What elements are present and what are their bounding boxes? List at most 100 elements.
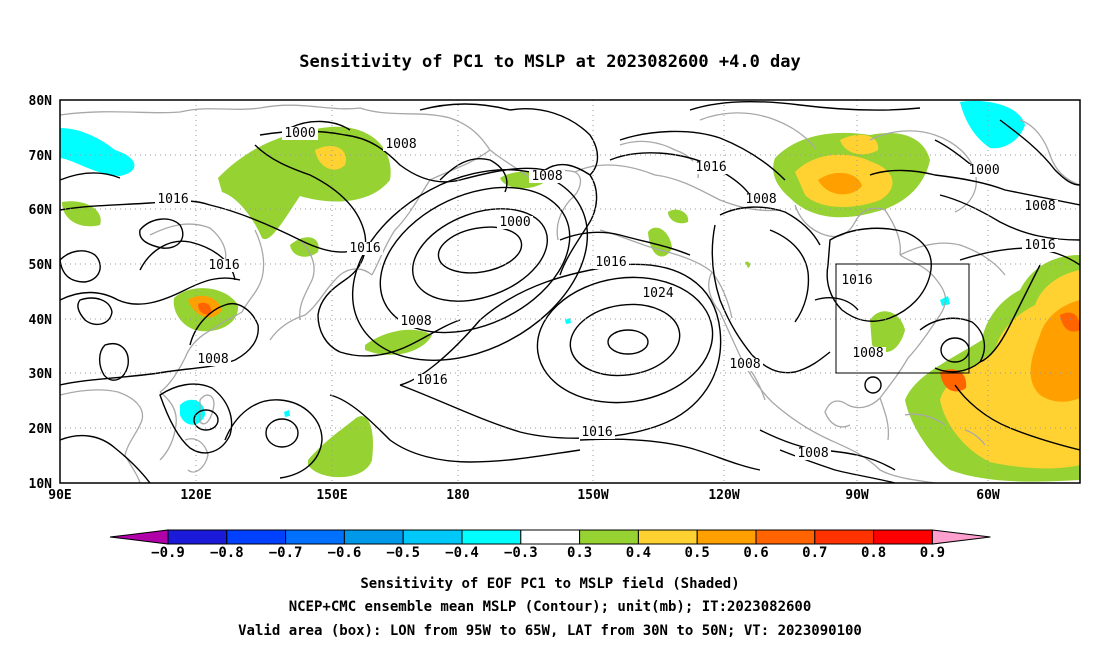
- colorbar-swatch: [755, 529, 816, 545]
- colorbar-label: −0.8: [210, 545, 244, 561]
- contour-label-backdrop: [282, 127, 318, 140]
- contour-label: 1008: [1024, 199, 1055, 214]
- colorbar-label: −0.3: [504, 545, 538, 561]
- contour-label: 1008: [385, 137, 416, 152]
- valid-area-box: [835, 263, 970, 374]
- contour-label-backdrop: [593, 256, 629, 269]
- contour-label: 1016: [1024, 238, 1055, 253]
- colorbar-label: −0.7: [269, 545, 303, 561]
- contour-label-backdrop: [398, 315, 434, 328]
- contour-label-backdrop: [640, 287, 676, 300]
- contour-label-backdrop: [414, 374, 450, 387]
- colorbar-swatch: [520, 529, 581, 545]
- colorbar-swatch: [873, 529, 933, 545]
- lat-label: 80N: [29, 94, 53, 109]
- colorbar-end-triangle: [931, 529, 991, 545]
- contour-label: 1000: [284, 126, 315, 141]
- contour-label-backdrop: [497, 216, 533, 229]
- colorbar-label: −0.9: [151, 545, 185, 561]
- lon-label: 150E: [316, 488, 347, 503]
- lon-label: 120W: [708, 488, 739, 503]
- colorbar-label: −0.5: [386, 545, 420, 561]
- lat-label: 70N: [29, 149, 53, 164]
- colorbar-swatch: [461, 529, 522, 545]
- contour-label-backdrop: [795, 447, 831, 460]
- contour-label-backdrop: [850, 347, 886, 360]
- lat-label: 40N: [29, 313, 53, 328]
- contour-label: 1008: [745, 192, 776, 207]
- contour-label-backdrop: [195, 353, 231, 366]
- lon-label: 60W: [976, 488, 1000, 503]
- contour-label: 1016: [157, 192, 188, 207]
- contour-label: 1016: [416, 373, 447, 388]
- lat-label: 10N: [29, 477, 53, 492]
- contour-label-backdrop: [206, 259, 242, 272]
- lon-label: 180: [446, 488, 470, 503]
- figure-title: Sensitivity of PC1 to MSLP at 2023082600…: [299, 52, 801, 72]
- colorbar-label: 0.8: [861, 545, 886, 561]
- colorbar-label: 0.9: [920, 545, 945, 561]
- contour-label: 1016: [841, 273, 872, 288]
- contour-label: 1008: [797, 446, 828, 461]
- positive-sensitivity-shading: [62, 126, 1080, 482]
- contour-label: 1000: [968, 163, 999, 178]
- contour-label-backdrop: [347, 242, 383, 255]
- contour-label-backdrop: [529, 170, 565, 183]
- contour-label: 1008: [852, 346, 883, 361]
- contour-label-backdrop: [966, 164, 1002, 177]
- lon-label: 120E: [180, 488, 211, 503]
- colorbar-label: 0.4: [626, 545, 651, 561]
- lon-label: 150W: [577, 488, 608, 503]
- contour-label: 1016: [581, 425, 612, 440]
- contour-label-backdrop: [1022, 239, 1058, 252]
- colorbar-end-triangle: [109, 529, 169, 545]
- colorbar-swatch: [226, 529, 287, 545]
- contour-label-backdrop: [839, 274, 875, 287]
- latitude-labels: 80N 70N 60N 50N 40N 30N 20N 10N: [29, 94, 53, 492]
- contour-label: 1000: [499, 215, 530, 230]
- colorbar-label: −0.4: [445, 545, 479, 561]
- caption-line-2: NCEP+CMC ensemble mean MSLP (Contour); u…: [289, 599, 812, 615]
- colorbar-swatch: [579, 529, 639, 545]
- lat-label: 30N: [29, 367, 53, 382]
- colorbar-label: 0.5: [685, 545, 710, 561]
- contour-label: 1016: [595, 255, 626, 270]
- contour-label-backdrop: [693, 161, 729, 174]
- colorbar-swatch: [814, 529, 875, 545]
- colorbar-label: 0.6: [743, 545, 768, 561]
- contour-label: 1016: [349, 241, 380, 256]
- lon-label: 90E: [48, 488, 71, 503]
- colorbar-label: 0.7: [802, 545, 827, 561]
- contour-label: 1016: [208, 258, 239, 273]
- colorbar-swatch: [637, 529, 698, 545]
- colorbar-swatch: [402, 529, 463, 545]
- contour-label-backdrop: [155, 193, 191, 206]
- contour-label-backdrop: [743, 193, 779, 206]
- contour-label: 1008: [400, 314, 431, 329]
- contour-label-backdrop: [579, 426, 615, 439]
- longitude-labels: 90E 120E 150E 180 150W 120W 90W 60W: [48, 488, 1000, 503]
- map: 1000 1008 1016 1008 1000 1016 1016 1008 1008 1016…: [29, 94, 1081, 503]
- caption-line-1: Sensitivity of EOF PC1 to MSLP field (Sh…: [360, 576, 739, 592]
- contour-label: 1008: [729, 357, 760, 372]
- lat-label: 60N: [29, 203, 53, 218]
- colorbar-swatch: [285, 529, 345, 545]
- contour-labels: 1000 1008 1016 1008 1000 1016 1016 1008 1008 1016…: [155, 126, 1058, 461]
- lat-label: 50N: [29, 258, 53, 273]
- colorbar-label: 0.3: [567, 545, 592, 561]
- contour-label-backdrop: [383, 138, 419, 151]
- contour-label: 1008: [531, 169, 562, 184]
- caption-line-3: Valid area (box): LON from 95W to 65W, L…: [238, 623, 862, 639]
- colorbar-swatch: [696, 529, 757, 545]
- colorbar: −0.9 −0.8 −0.7 −0.6 −0.5 −0.4 −0.3 0.3 0.4 0.5 0.6…: [109, 529, 991, 561]
- coastlines: [60, 104, 1080, 483]
- negative-sensitivity-shading: [60, 100, 1025, 425]
- map-frame: [59, 99, 1081, 484]
- lon-label: 90W: [845, 488, 869, 503]
- colorbar-swatch: [167, 529, 228, 545]
- contour-label-backdrop: [1022, 200, 1058, 213]
- contour-label-backdrop: [727, 358, 763, 371]
- colorbar-label: −0.6: [328, 545, 362, 561]
